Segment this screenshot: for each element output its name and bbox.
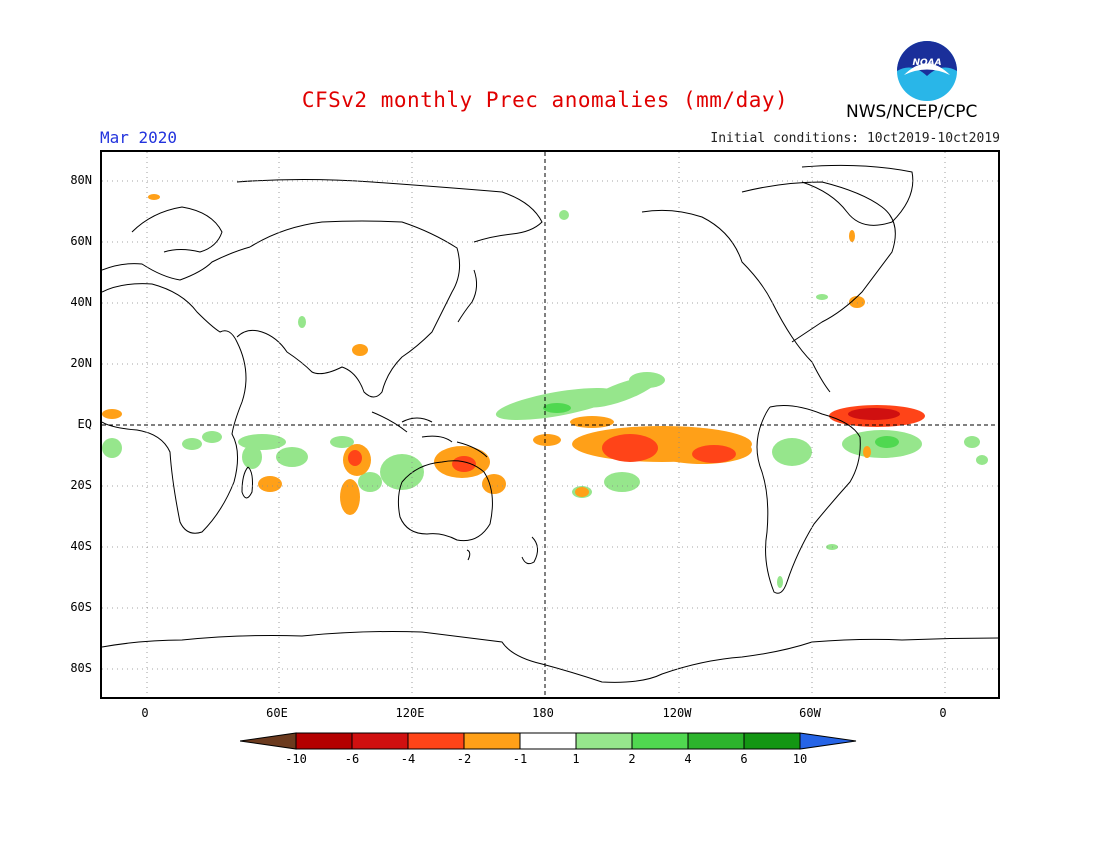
forecast-month: Mar 2020 <box>100 128 178 147</box>
chart-title: CFSv2 monthly Prec anomalies (mm/day) <box>301 88 789 112</box>
colorbar-cell <box>743 732 801 750</box>
lat-label: EQ <box>77 417 92 431</box>
colorbar-cell <box>407 732 465 750</box>
lat-label: 80S <box>70 661 92 675</box>
colorbar-cell <box>687 732 745 750</box>
initial-conditions: Initial conditions: 10ct2019-10ct2019 <box>710 131 1000 146</box>
lon-label: 0 <box>141 706 149 720</box>
lat-label: 40N <box>70 295 92 309</box>
lat-label: 20N <box>70 356 92 370</box>
colorbar-cell <box>295 732 353 750</box>
lon-label: 0 <box>939 706 947 720</box>
colorbar-label: -1 <box>512 752 528 766</box>
colorbar-label: 4 <box>684 752 692 766</box>
colorbar-cell <box>463 732 521 750</box>
colorbar-label: 1 <box>572 752 580 766</box>
colorbar-cell <box>240 732 297 750</box>
positive-anomalies <box>102 210 988 588</box>
agency-label: NWS/NCEP/CPC <box>846 102 978 122</box>
negative-anomalies <box>102 194 925 515</box>
coastlines <box>102 164 998 683</box>
lat-label: 40S <box>70 539 92 553</box>
graticule <box>102 152 998 697</box>
svg-text:NOAA: NOAA <box>912 58 941 68</box>
lat-label: 60S <box>70 600 92 614</box>
colorbar-cell <box>631 732 689 750</box>
lon-label: 60W <box>799 706 821 720</box>
lat-label: 20S <box>70 478 92 492</box>
map-canvas <box>102 152 998 697</box>
anomaly-map <box>100 150 1000 699</box>
colorbar-label: -2 <box>456 752 472 766</box>
colorbar-label: -6 <box>344 752 360 766</box>
lat-label: 80N <box>70 173 92 187</box>
lon-label: 120W <box>662 706 692 720</box>
colorbar-label: -4 <box>400 752 416 766</box>
colorbar-cell <box>519 732 577 750</box>
colorbar-label: 6 <box>740 752 748 766</box>
colorbar <box>240 732 857 750</box>
colorbar-label: 10 <box>792 752 808 766</box>
lon-label: 120E <box>395 706 425 720</box>
noaa-logo-icon: NOAA <box>897 41 957 101</box>
colorbar-label: -10 <box>285 752 307 766</box>
colorbar-cell <box>351 732 409 750</box>
colorbar-label: 2 <box>628 752 636 766</box>
lon-label: 60E <box>266 706 288 720</box>
lon-label: 180 <box>532 706 554 720</box>
colorbar-cell <box>799 732 857 750</box>
colorbar-cell <box>575 732 633 750</box>
lat-label: 60N <box>70 234 92 248</box>
